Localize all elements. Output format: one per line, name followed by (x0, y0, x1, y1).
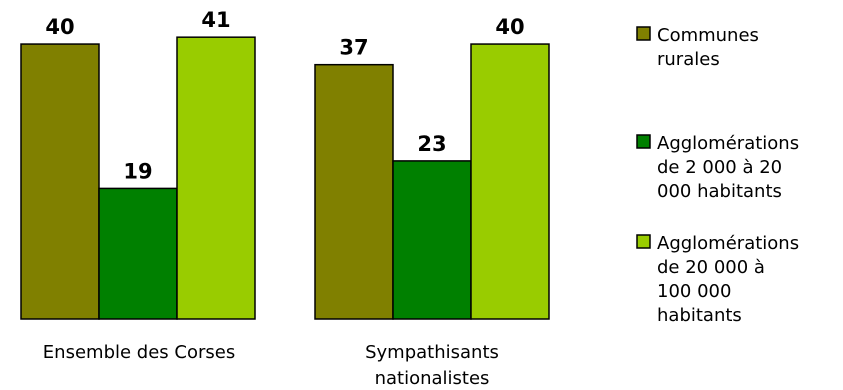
bar-1-1 (20, 43, 100, 320)
category-label-2: Sympathisants nationalistes (365, 342, 499, 389)
bar-2-2 (392, 160, 472, 320)
legend-label-2: Agglomérations de 2 000 à 20 000 habitants (657, 133, 799, 202)
bar-1-2 (98, 187, 178, 320)
value-label-1-3: 41 (201, 8, 230, 32)
bar-2-3 (470, 43, 550, 320)
legend-swatch-3 (636, 234, 651, 249)
value-label-2-1: 37 (339, 36, 368, 60)
category-label-1: Ensemble des Corses (43, 342, 235, 363)
legend-label-3: Agglomérations de 20 000 à 100 000 habitant… (657, 233, 799, 326)
value-label-1-2: 19 (123, 159, 152, 183)
legend-label-1: Communes rurales (657, 25, 759, 70)
legend-swatch-2 (636, 134, 651, 149)
value-label-2-3: 40 (495, 15, 524, 39)
bar-1-3 (176, 36, 256, 320)
value-label-2-2: 23 (417, 132, 446, 156)
value-label-1-1: 40 (45, 15, 74, 39)
legend-swatch-1 (636, 26, 651, 41)
bar-2-1 (314, 63, 394, 320)
